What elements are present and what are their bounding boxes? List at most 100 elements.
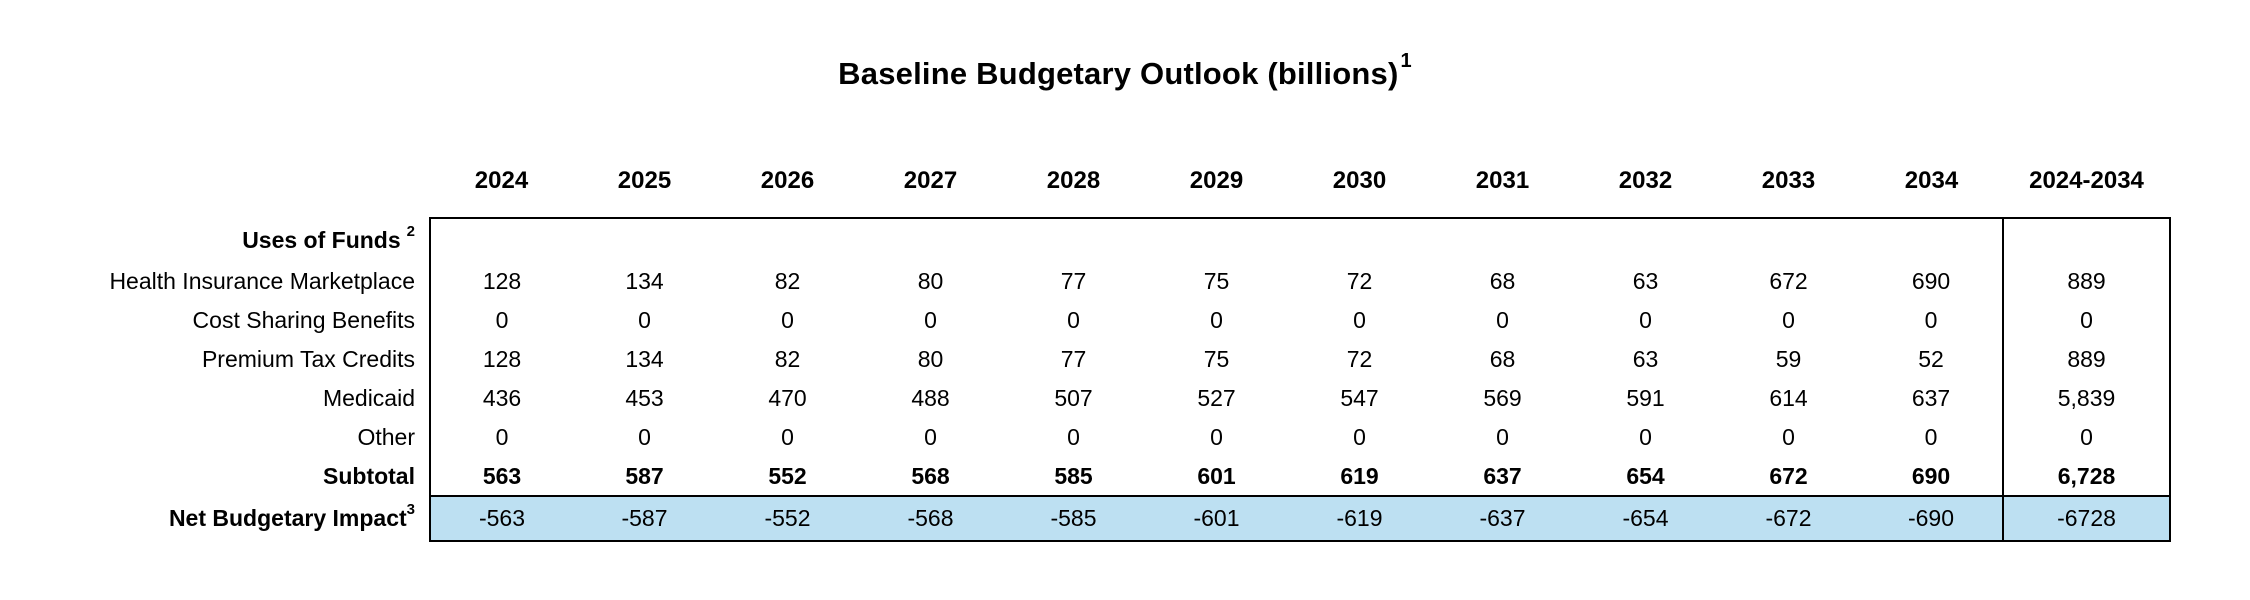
table-row-subtotal: Subtotal 563 587 552 568 585 601 619 637… xyxy=(0,457,2171,497)
cell: 0 xyxy=(924,424,937,450)
row-label: Medicaid xyxy=(0,379,430,418)
row-label: Premium Tax Credits xyxy=(0,340,430,379)
table-row-cost-sharing-benefits: Cost Sharing Benefits 0 0 0 0 0 0 0 0 0 … xyxy=(0,301,2171,340)
cell: 0 xyxy=(1353,307,1366,333)
year-column-header: 2024 xyxy=(474,167,529,194)
cell: -568 xyxy=(859,496,1002,542)
cell: 68 xyxy=(1489,268,1516,294)
spacer-cell xyxy=(0,202,2170,218)
cell: 68 xyxy=(1489,346,1516,372)
cell xyxy=(1145,217,1288,262)
cell: 0 xyxy=(1782,307,1795,333)
cell: 619 xyxy=(1288,457,1431,497)
cell: 0 xyxy=(1496,424,1509,450)
row-label: Other xyxy=(0,418,430,457)
cell xyxy=(1002,217,1145,262)
cell: 63 xyxy=(1632,346,1659,372)
page-title-text: Baseline Budgetary Outlook (billions) xyxy=(838,56,1399,91)
year-column-header: 2032 xyxy=(1618,167,1673,194)
cell: 52 xyxy=(1918,346,1944,372)
cell: 77 xyxy=(1060,346,1087,372)
cell: 0 xyxy=(1639,307,1652,333)
cell: 0 xyxy=(1067,424,1080,450)
cell: 672 xyxy=(1769,268,1808,294)
total-cell: 0 xyxy=(2002,418,2171,457)
table-row-other: Other 0 0 0 0 0 0 0 0 0 0 0 0 xyxy=(0,418,2171,457)
row-label-text: Subtotal xyxy=(323,463,415,489)
cell: 690 xyxy=(1911,268,1951,294)
cell: 134 xyxy=(625,346,664,372)
cell: 552 xyxy=(716,457,859,497)
cell: 585 xyxy=(1002,457,1145,497)
table-row-medicaid: Medicaid 436 453 470 488 507 527 547 569… xyxy=(0,379,2171,418)
total-cell: 6,728 xyxy=(2002,457,2171,497)
year-column-header: 2028 xyxy=(1046,167,1101,194)
cell: 82 xyxy=(774,268,801,294)
cell: 63 xyxy=(1632,268,1659,294)
cell: 72 xyxy=(1346,268,1373,294)
cell xyxy=(716,217,859,262)
cell: 547 xyxy=(1340,385,1379,411)
year-column-header: 2033 xyxy=(1761,167,1816,194)
cell xyxy=(573,217,716,262)
cell: -690 xyxy=(1860,496,2003,542)
cell: 637 xyxy=(1431,457,1574,497)
cell: 0 xyxy=(781,307,794,333)
cell: 0 xyxy=(1067,307,1080,333)
row-label: Net Budgetary Impact3 xyxy=(0,496,430,541)
cell: 0 xyxy=(1924,424,1938,450)
cell: 82 xyxy=(774,346,801,372)
cell: 72 xyxy=(1346,346,1373,372)
cell: 563 xyxy=(429,457,573,497)
cell: 568 xyxy=(859,457,1002,497)
cell: 0 xyxy=(1496,307,1509,333)
budget-table: 2024 2025 2026 2027 2028 2029 2030 2031 … xyxy=(0,160,2171,542)
title-footnote-marker: 1 xyxy=(1400,50,1412,72)
corner-cell xyxy=(0,160,430,202)
total-cell: 5,839 xyxy=(2002,379,2171,418)
row-label-text: Premium Tax Credits xyxy=(201,346,415,372)
header-row: 2024 2025 2026 2027 2028 2029 2030 2031 … xyxy=(0,160,2170,202)
cell: -585 xyxy=(1002,496,1145,542)
cell: 0 xyxy=(1924,307,1938,333)
cell: -654 xyxy=(1574,496,1717,542)
year-column-header: 2025 xyxy=(617,167,672,194)
year-column-header: 2034 xyxy=(1904,167,1959,194)
cell xyxy=(1860,217,2003,262)
cell: 569 xyxy=(1483,385,1522,411)
cell: 527 xyxy=(1197,385,1236,411)
cell: 134 xyxy=(625,268,664,294)
cell: 672 xyxy=(1717,457,1860,497)
cell: 128 xyxy=(429,340,573,379)
year-column-header: 2027 xyxy=(903,167,958,194)
cell xyxy=(1717,217,1860,262)
cell xyxy=(1288,217,1431,262)
total-cell: 889 xyxy=(2002,340,2171,379)
total-cell: 889 xyxy=(2002,262,2171,301)
cell: -552 xyxy=(716,496,859,542)
row-label: Health Insurance Marketplace xyxy=(0,262,430,301)
cell: 591 xyxy=(1626,385,1665,411)
row-footnote-marker: 2 xyxy=(406,222,415,240)
cell: 0 xyxy=(429,301,573,340)
cell: -601 xyxy=(1145,496,1288,542)
cell: 59 xyxy=(1775,346,1802,372)
total-cell: -6728 xyxy=(2002,496,2171,542)
cell: 601 xyxy=(1145,457,1288,497)
cell: 453 xyxy=(625,385,664,411)
row-label: Cost Sharing Benefits xyxy=(0,301,430,340)
cell: 80 xyxy=(917,346,944,372)
cell: 436 xyxy=(429,379,573,418)
cell xyxy=(1431,217,1574,262)
row-label-text: Other xyxy=(357,424,415,450)
cell: 0 xyxy=(429,418,573,457)
page-title: Baseline Budgetary Outlook (billions) 1 xyxy=(0,50,2250,92)
table-row-health-insurance-marketplace: Health Insurance Marketplace 128 134 82 … xyxy=(0,262,2171,301)
cell: 0 xyxy=(1210,424,1223,450)
cell: 507 xyxy=(1054,385,1093,411)
table-row-uses-of-funds: Uses of Funds 2 xyxy=(0,217,2171,262)
cell: 77 xyxy=(1060,268,1087,294)
cell: -619 xyxy=(1288,496,1431,542)
spacer-row xyxy=(0,202,2170,218)
cell: 0 xyxy=(638,424,651,450)
